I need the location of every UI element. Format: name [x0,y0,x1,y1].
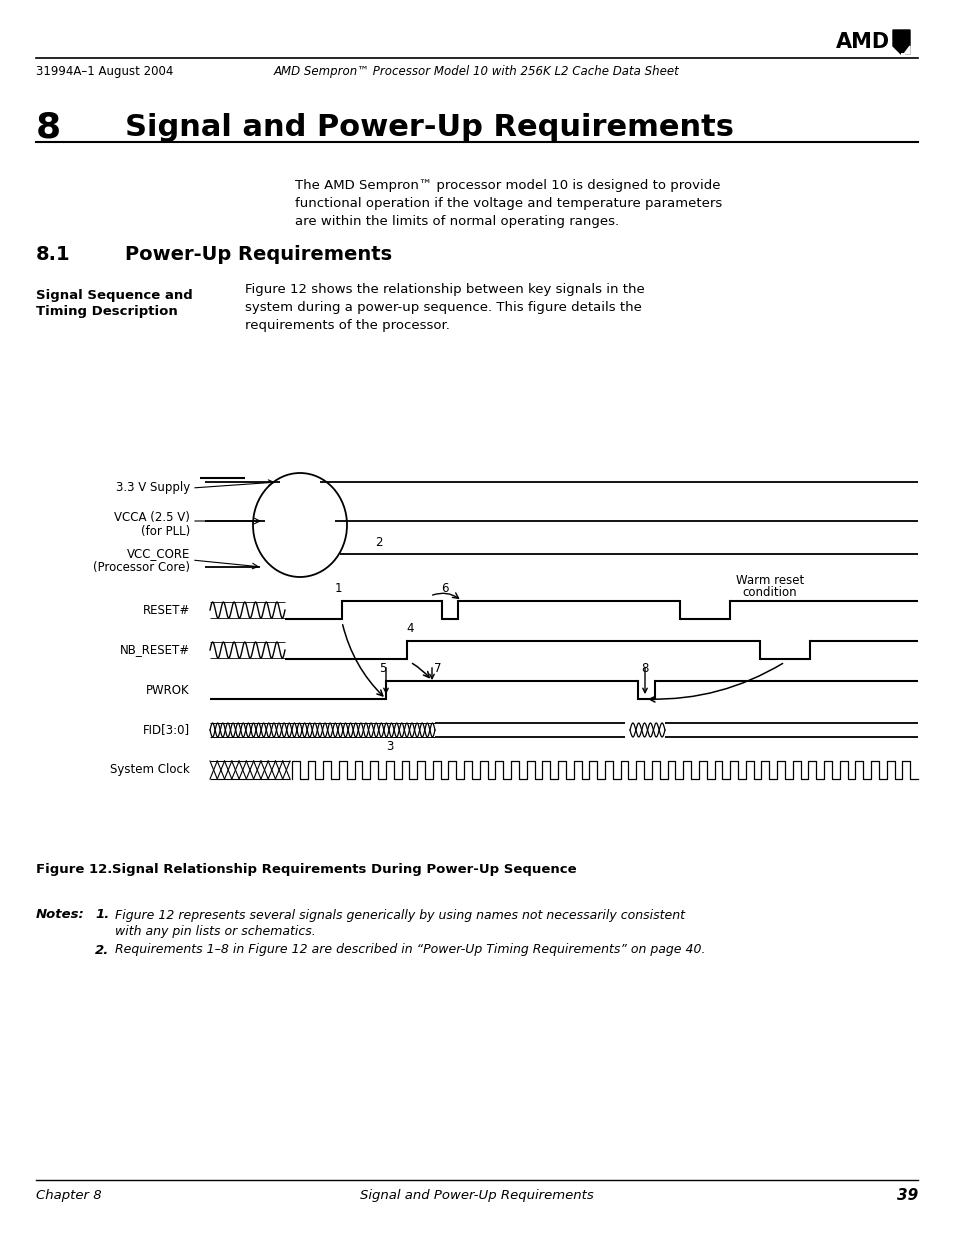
Text: (for PLL): (for PLL) [141,526,190,538]
Text: 39: 39 [896,1188,917,1203]
Text: Timing Description: Timing Description [36,305,177,317]
Text: Power-Up Requirements: Power-Up Requirements [125,246,392,264]
Text: 31994A–1 August 2004: 31994A–1 August 2004 [36,65,173,79]
Text: 3: 3 [386,740,394,752]
Text: FID[3:0]: FID[3:0] [143,724,190,736]
Text: 7: 7 [434,662,441,674]
Text: 3.3 V Supply: 3.3 V Supply [115,482,190,494]
Text: Figure 12.: Figure 12. [36,863,112,877]
Text: Signal and Power-Up Requirements: Signal and Power-Up Requirements [125,114,733,142]
Text: 8: 8 [36,111,61,144]
Text: 2.: 2. [95,944,110,956]
Text: System Clock: System Clock [111,763,190,777]
Text: Notes:: Notes: [36,909,85,921]
Text: Signal Relationship Requirements During Power-Up Sequence: Signal Relationship Requirements During … [98,863,576,877]
Polygon shape [892,30,909,54]
Text: functional operation if the voltage and temperature parameters: functional operation if the voltage and … [294,196,721,210]
Polygon shape [900,46,909,54]
Text: 1: 1 [334,582,341,594]
Text: Requirements 1–8 in Figure 12 are described in “Power-Up Timing Requirements” on: Requirements 1–8 in Figure 12 are descri… [115,944,705,956]
Text: 1.: 1. [95,909,110,921]
Text: Figure 12 shows the relationship between key signals in the: Figure 12 shows the relationship between… [245,284,644,296]
Text: Chapter 8: Chapter 8 [36,1188,102,1202]
Text: AMD: AMD [835,32,889,52]
Text: (Processor Core): (Processor Core) [92,562,190,574]
Text: 6: 6 [441,582,448,594]
Text: 5: 5 [379,662,386,674]
Text: The AMD Sempron™ processor model 10 is designed to provide: The AMD Sempron™ processor model 10 is d… [294,179,720,191]
Text: VCC_CORE: VCC_CORE [127,547,190,561]
Text: requirements of the processor.: requirements of the processor. [245,320,450,332]
Text: with any pin lists or schematics.: with any pin lists or schematics. [115,925,315,937]
Text: NB_RESET#: NB_RESET# [120,643,190,657]
Text: 8: 8 [640,662,648,674]
Text: Warm reset: Warm reset [735,573,803,587]
Text: Figure 12 represents several signals generically by using names not necessarily : Figure 12 represents several signals gen… [115,909,684,921]
Text: 4: 4 [406,621,414,635]
Text: are within the limits of normal operating ranges.: are within the limits of normal operatin… [294,215,618,227]
Text: 2: 2 [375,536,382,548]
Text: AMD Sempron™ Processor Model 10 with 256K L2 Cache Data Sheet: AMD Sempron™ Processor Model 10 with 256… [274,65,679,79]
Text: 8.1: 8.1 [36,246,71,264]
Text: RESET#: RESET# [143,604,190,616]
Text: condition: condition [741,587,797,599]
Text: Signal and Power-Up Requirements: Signal and Power-Up Requirements [359,1188,594,1202]
Text: system during a power-up sequence. This figure details the: system during a power-up sequence. This … [245,301,641,315]
Text: VCCA (2.5 V): VCCA (2.5 V) [114,511,190,525]
Text: Signal Sequence and: Signal Sequence and [36,289,193,301]
Text: PWROK: PWROK [146,683,190,697]
